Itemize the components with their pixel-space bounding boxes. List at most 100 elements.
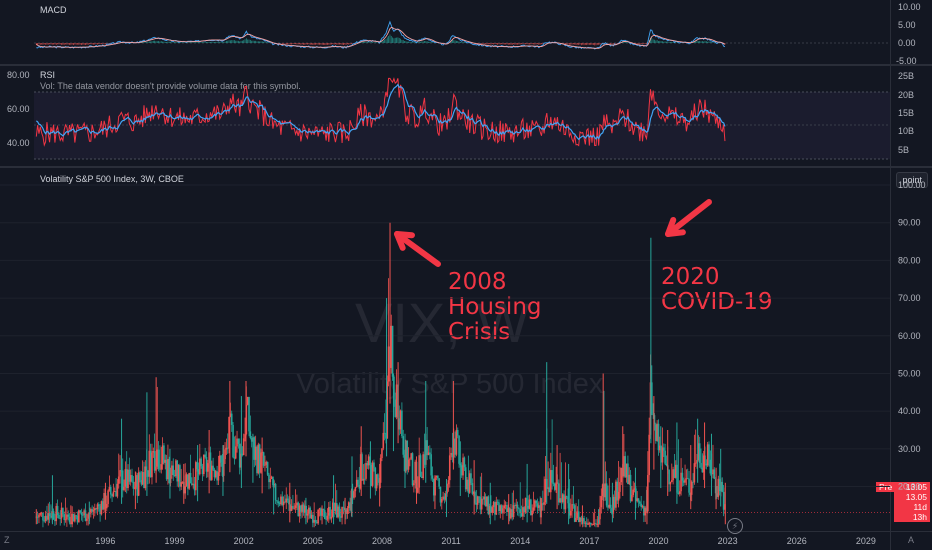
candle-body (338, 506, 341, 517)
candle-body (693, 463, 696, 483)
candle-body (101, 501, 104, 510)
candle-body (322, 508, 325, 511)
candle-body (552, 482, 555, 484)
candle-body (75, 515, 77, 517)
candle-body (450, 452, 452, 456)
candle-body (557, 483, 560, 503)
main-chart-title[interactable]: Volatility S&P 500 Index, 3W, CBOE (40, 174, 184, 184)
candle-body (615, 481, 617, 508)
candle-body (405, 440, 407, 472)
candle-body (217, 472, 220, 481)
candle-body (451, 452, 454, 458)
candle-body (297, 502, 300, 516)
rsi-left-tick: 80.00 (7, 70, 30, 80)
candle-body (559, 498, 561, 503)
candle-body (371, 462, 374, 486)
macd-pane-title[interactable]: MACD (40, 5, 67, 15)
pane-separator-rsi-main[interactable] (0, 166, 932, 168)
candle-body (361, 454, 363, 481)
candle-body (659, 445, 661, 451)
candle-body (207, 463, 209, 472)
candle-body (480, 498, 483, 510)
candle-body (721, 481, 724, 492)
main-y-tick: 80.00 (898, 255, 921, 265)
candle-body (184, 486, 187, 494)
candle-body (603, 484, 605, 498)
main-y-tick: 100.00 (898, 180, 926, 190)
candle-body (123, 486, 125, 491)
candle-body (456, 429, 459, 436)
candle-body (708, 444, 710, 460)
candle-body (195, 462, 197, 491)
candle-body (141, 472, 144, 485)
candle-body (276, 500, 278, 502)
rsi-pane-title[interactable]: RSI (40, 70, 56, 80)
candle-body (515, 504, 518, 506)
candle-body (670, 480, 673, 482)
candle-body (80, 512, 83, 515)
candle-body (375, 474, 378, 489)
candle-body (63, 514, 66, 520)
candle-body (561, 494, 564, 503)
volume-right-tick: 5B (898, 145, 910, 155)
candle-body (540, 503, 543, 511)
candle-body (205, 457, 208, 472)
candle-body (314, 519, 317, 523)
candle-body (438, 478, 440, 487)
candle-body (508, 508, 511, 519)
annotation-line: Crisis (448, 319, 511, 345)
candle-body (218, 455, 221, 473)
candle-body (534, 500, 536, 508)
annotation-line: 2008 (448, 269, 507, 295)
price-scale-unit-button[interactable]: point (896, 172, 928, 188)
candle-body (44, 515, 47, 522)
candle-body (216, 471, 218, 481)
candle-body (401, 410, 403, 437)
candle-body (214, 471, 217, 478)
candle-body (241, 453, 244, 456)
candle-body (696, 460, 698, 463)
candle-body (712, 469, 714, 475)
candle-body (91, 509, 93, 512)
candle-body (379, 458, 382, 483)
candle-body (385, 433, 387, 439)
candle-body (56, 506, 59, 516)
candle-body (421, 476, 423, 479)
candle-body (542, 503, 544, 505)
candle-body (677, 492, 680, 494)
candle-body (698, 443, 701, 463)
candle-body (301, 504, 303, 512)
candle-body (136, 475, 139, 496)
candle-body (168, 458, 171, 484)
main-y-tick: 50.00 (898, 368, 921, 378)
candle-body (390, 325, 393, 368)
candle-body (544, 478, 547, 503)
zoom-reset-icon[interactable]: Z (4, 535, 10, 545)
candle-body (67, 514, 70, 517)
candle-body (605, 483, 608, 506)
candle-body (286, 498, 289, 501)
candle-body (478, 496, 480, 498)
lightning-icon[interactable]: ⚡ (727, 518, 743, 534)
candle-body (483, 496, 486, 500)
candle-body (458, 435, 460, 464)
candle-body (320, 508, 322, 516)
pane-separator-macd-rsi[interactable] (0, 64, 932, 66)
candle-body (519, 509, 522, 514)
x-axis-tick: 1999 (165, 536, 185, 546)
x-axis-tick: 2029 (856, 536, 876, 546)
candle-body (608, 504, 611, 508)
candle-body (589, 522, 592, 525)
last-price-tag: 13.05 11d 13h (894, 492, 930, 522)
candle-body (682, 480, 685, 483)
auto-scale-icon[interactable]: A (908, 535, 915, 545)
arrow-2008-head (394, 231, 415, 251)
candle-body (595, 523, 597, 525)
candle-body (238, 443, 241, 468)
candle-body (496, 501, 499, 503)
candle-body (152, 451, 155, 453)
candle-body (382, 432, 385, 449)
candle-body (694, 462, 697, 464)
candle-body (280, 496, 282, 505)
